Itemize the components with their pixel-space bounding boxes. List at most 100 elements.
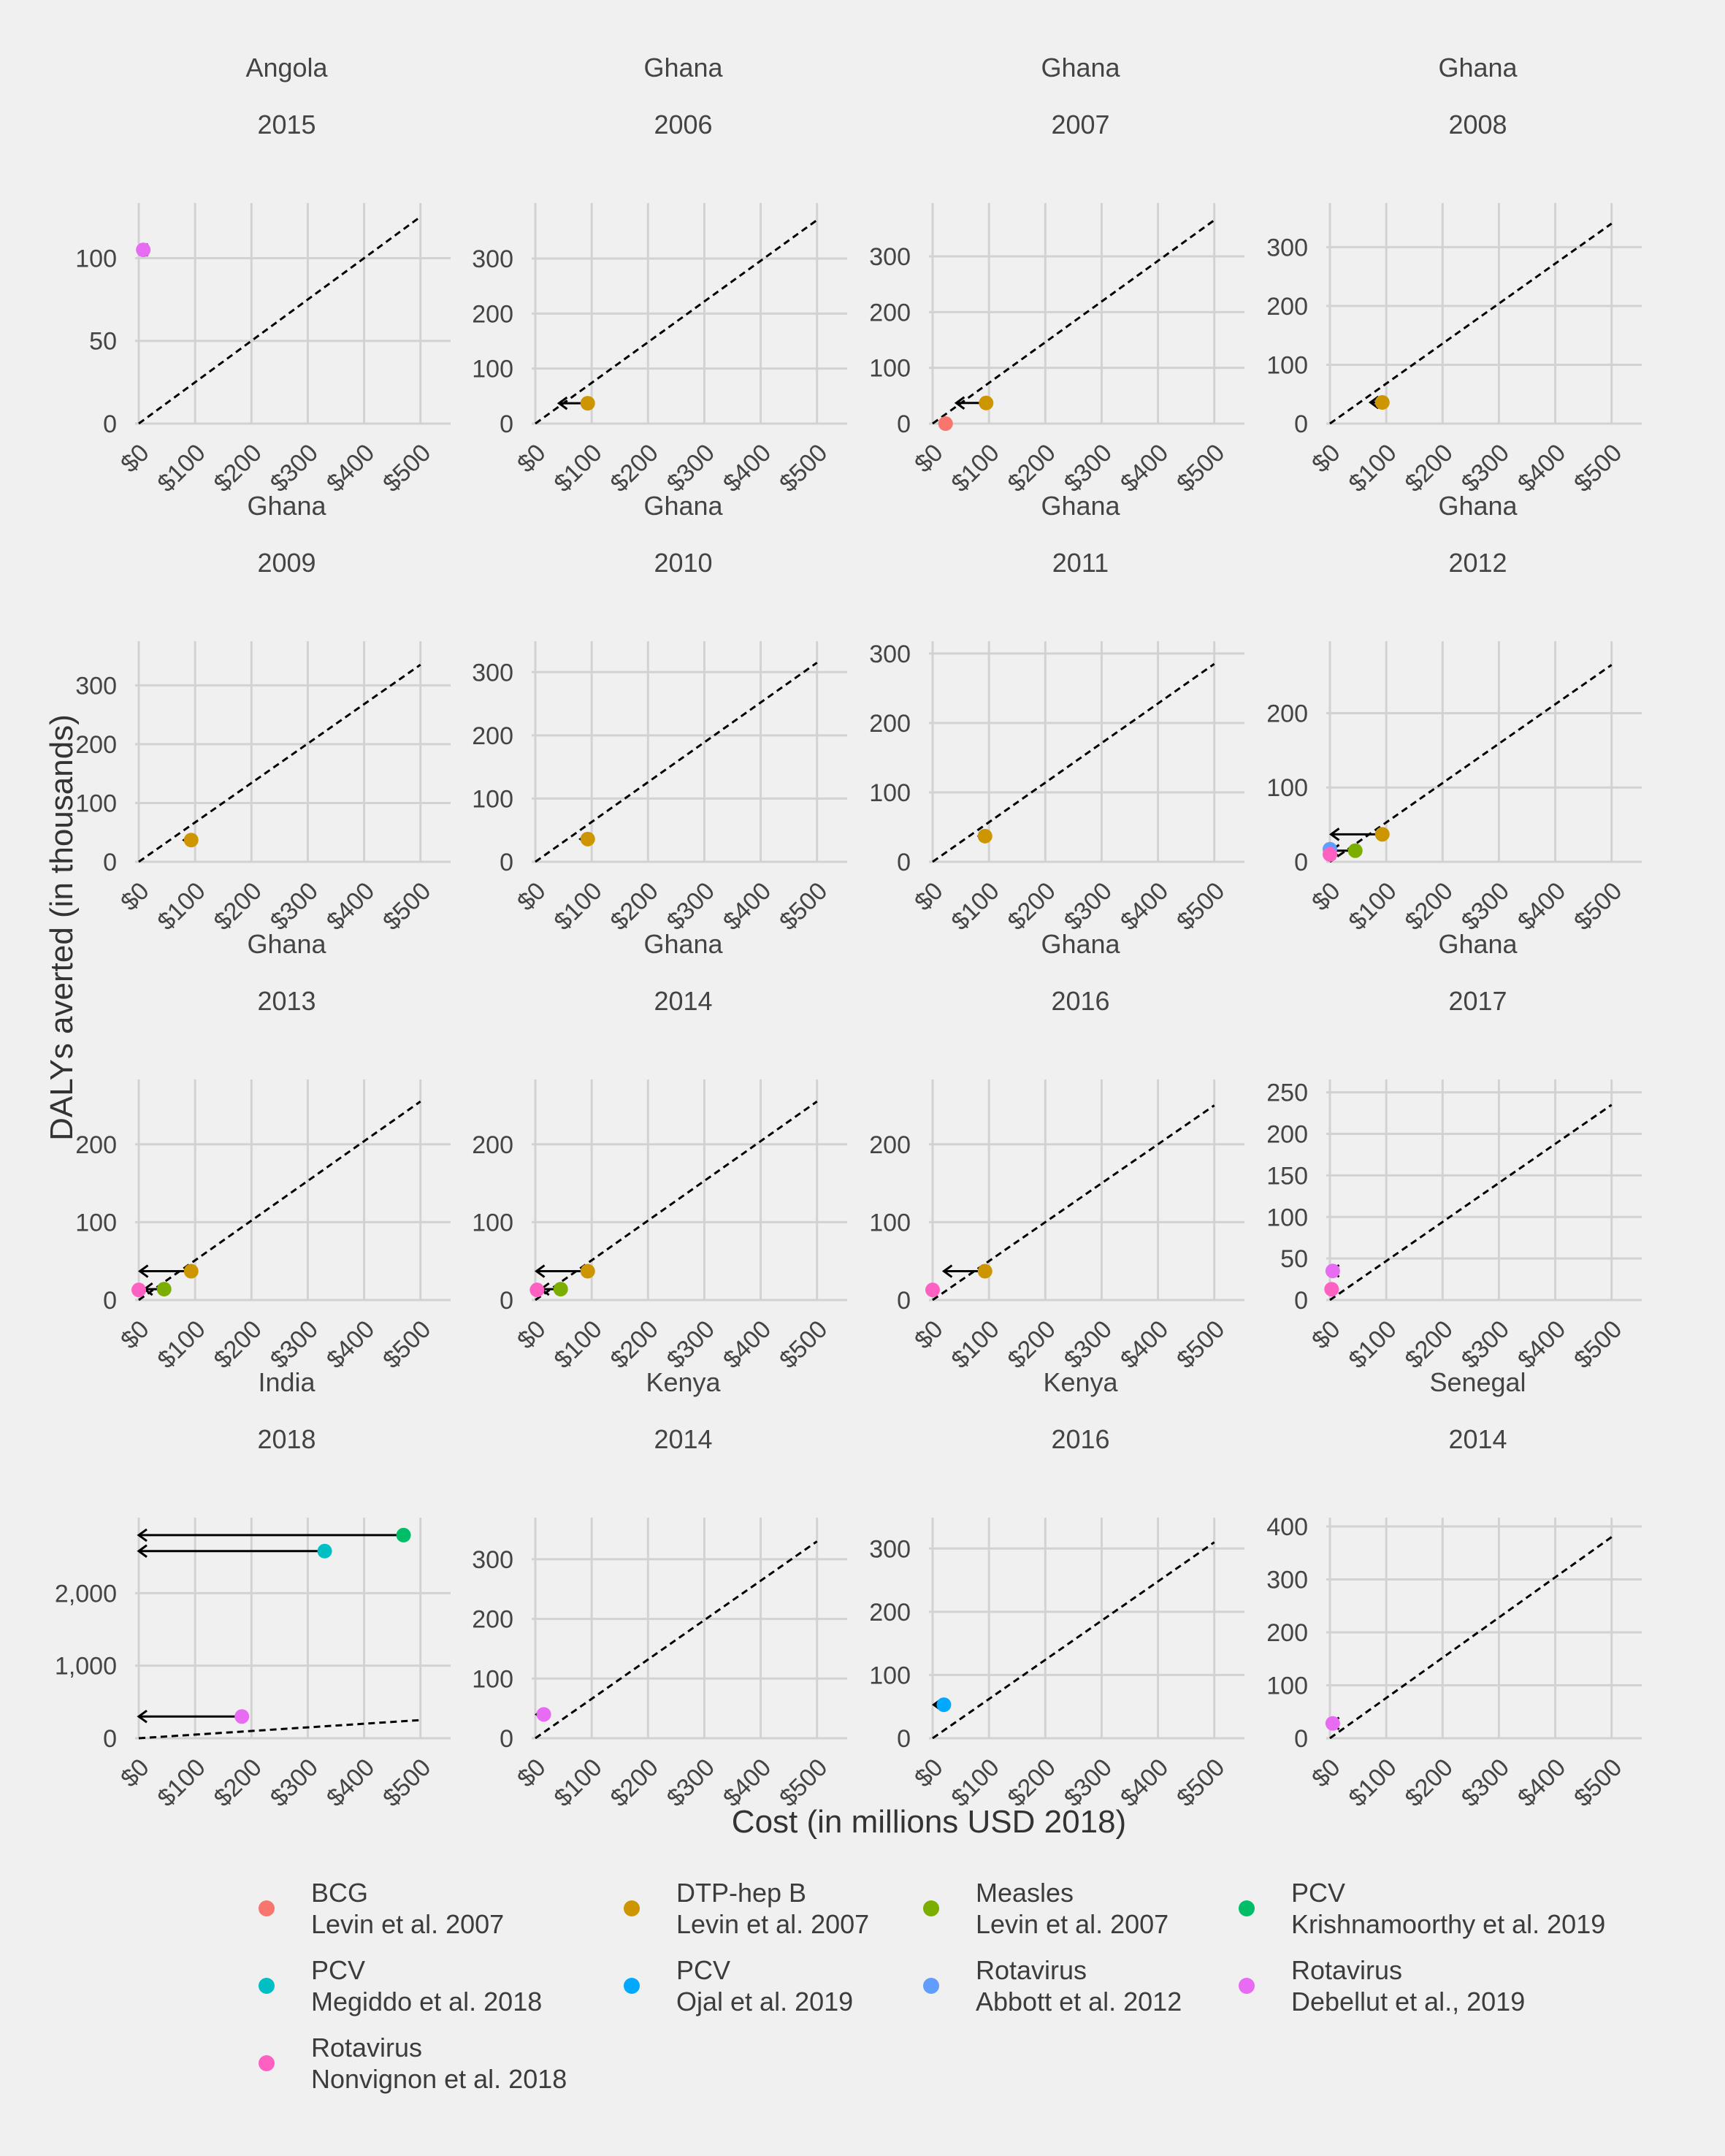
data-point bbox=[317, 1543, 332, 1559]
y-tick-label: 200 bbox=[1266, 700, 1308, 727]
legend: BCG Levin et al. 2007 DTP-hep B Levin et al… bbox=[248, 1877, 1694, 2111]
threshold-line bbox=[138, 1719, 421, 1740]
y-tick-label: 50 bbox=[89, 328, 117, 356]
x-tick-label: $200 bbox=[209, 439, 267, 497]
x-tick-label: $0 bbox=[1307, 877, 1346, 917]
legend-label: BCG Levin et al. 2007 bbox=[311, 1878, 505, 1939]
x-tick-label: $200 bbox=[209, 1754, 267, 1812]
facet-country-label: Ghana bbox=[643, 491, 723, 521]
legend-item: DTP-hep B Levin et al. 2007 bbox=[613, 1877, 971, 1943]
data-point bbox=[131, 1282, 146, 1298]
facet-year-label: 2018 bbox=[257, 1424, 316, 1454]
facet-country-label: Kenya bbox=[1043, 1367, 1118, 1397]
y-tick-label: 300 bbox=[869, 641, 911, 668]
y-tick-label: 200 bbox=[1266, 1121, 1308, 1149]
x-tick-label: $0 bbox=[909, 1754, 949, 1793]
facet-country-label: Ghana bbox=[247, 491, 326, 521]
legend-item: Rotavirus Debellut et al., 2019 bbox=[1228, 1954, 1586, 2020]
threshold-line bbox=[535, 1540, 818, 1740]
x-tick-label: $300 bbox=[265, 439, 324, 497]
x-tick-label: $0 bbox=[512, 877, 551, 917]
facet-panel: Ghana 2013 0 100 200 $0 $100 $200 $300 $400 $500 bbox=[75, 929, 451, 1374]
facet-year-label: 2008 bbox=[1448, 110, 1507, 139]
facet-panel: Ghana 2014 0 100 200 $0 $100 $200 $300 $400 $500 bbox=[472, 929, 847, 1374]
x-tick-label: $100 bbox=[1343, 1754, 1401, 1812]
legend-label: DTP-hep B Levin et al. 2007 bbox=[676, 1878, 870, 1939]
y-tick-label: 200 bbox=[1266, 293, 1308, 321]
data-point bbox=[580, 1264, 595, 1279]
data-point bbox=[156, 1282, 172, 1297]
y-tick-label: 100 bbox=[472, 785, 513, 813]
facet-panel: Ghana 2010 0 100 200 300 $0 $100 $200 $300 $400 $50… bbox=[472, 491, 847, 936]
x-tick-label: $300 bbox=[1456, 1754, 1515, 1812]
legend-item: BCG Levin et al. 2007 bbox=[248, 1877, 606, 1943]
facet-year-label: 2007 bbox=[1051, 110, 1110, 139]
y-tick-label: 200 bbox=[869, 1599, 911, 1626]
x-tick-label: $500 bbox=[1569, 439, 1627, 497]
y-tick-label: 200 bbox=[869, 710, 911, 738]
x-tick-label: $400 bbox=[718, 877, 776, 936]
facet-plot: 0 100 200 300 400 $0$100$200$300$400$500 bbox=[1266, 1513, 1642, 1812]
x-tick-label: $300 bbox=[265, 1754, 324, 1812]
x-tick-label: $400 bbox=[718, 1315, 776, 1374]
legend-swatch bbox=[923, 1900, 939, 1916]
data-point bbox=[977, 828, 992, 844]
x-tick-label: $400 bbox=[1115, 439, 1174, 497]
facet-year-label: 2010 bbox=[654, 548, 713, 578]
legend-item: Rotavirus Nonvignon et al. 2018 bbox=[248, 2032, 606, 2098]
legend-item: PCV Ojal et al. 2019 bbox=[613, 1954, 971, 2020]
y-tick-label: 100 bbox=[472, 1665, 513, 1693]
x-tick-label: $400 bbox=[1115, 877, 1174, 936]
x-tick-label: $200 bbox=[605, 1754, 664, 1812]
legend-label: Rotavirus Debellut et al., 2019 bbox=[1291, 1955, 1526, 2017]
facet-panel: Ghana 2017 0 50 100 150 200 250 $0 $100 $200 $300 $4… bbox=[1266, 929, 1642, 1374]
legend-swatch bbox=[923, 1978, 939, 1994]
y-tick-label: 0 bbox=[103, 849, 117, 876]
facet-year-label: 2016 bbox=[1051, 986, 1110, 1016]
y-tick-label: 300 bbox=[1266, 1567, 1308, 1594]
data-point bbox=[925, 1282, 940, 1298]
y-tick-label: 100 bbox=[472, 1209, 513, 1236]
x-tick-label: $0 bbox=[1307, 439, 1346, 478]
x-tick-label: $400 bbox=[1512, 877, 1571, 936]
x-tick-label: $500 bbox=[1569, 1754, 1627, 1812]
x-tick-label: $300 bbox=[265, 1315, 324, 1374]
arrow-head bbox=[1328, 827, 1340, 841]
facet-year-label: 2014 bbox=[654, 986, 713, 1016]
x-tick-label: $400 bbox=[1512, 1754, 1571, 1812]
y-tick-label: 200 bbox=[472, 1606, 513, 1634]
y-tick-label: 300 bbox=[75, 672, 117, 700]
legend-swatch bbox=[1239, 1900, 1255, 1916]
y-tick-label: 100 bbox=[1266, 351, 1308, 379]
facet-country-label: Ghana bbox=[1438, 53, 1518, 83]
facet-country-label: Ghana bbox=[247, 929, 326, 959]
x-tick-label: $400 bbox=[1512, 1315, 1571, 1374]
x-tick-label: $200 bbox=[1400, 1754, 1458, 1812]
data-point bbox=[580, 396, 595, 411]
y-tick-label: 100 bbox=[1266, 774, 1308, 802]
x-tick-label: $0 bbox=[1307, 1754, 1346, 1793]
facet-panel: Ghana 2016 0 100 200 $0 $100 $200 $300 $400 $500 bbox=[869, 929, 1244, 1374]
y-tick-label: 250 bbox=[1266, 1079, 1308, 1107]
data-point bbox=[136, 242, 151, 258]
arrow-head bbox=[1368, 395, 1380, 410]
x-tick-label: $0 bbox=[909, 439, 949, 478]
legend-label: Rotavirus Abbott et al. 2012 bbox=[976, 1955, 1182, 2017]
facet-panel: Kenya 2016 0 100 200 300 $0 $100 $200 $300 $400 $50… bbox=[869, 1367, 1244, 1812]
y-tick-label: 0 bbox=[500, 1725, 513, 1753]
x-tick-label: $300 bbox=[1059, 877, 1117, 936]
y-tick-label: 0 bbox=[897, 849, 911, 876]
x-tick-label: $300 bbox=[1059, 439, 1117, 497]
facet-panel: Kenya 2014 0 100 200 300 $0 $100 $200 $300 $400 $50… bbox=[472, 1367, 847, 1812]
facet-panel: Ghana 2012 0 100 200 $0 $100 $200 $300 $400 $500 bbox=[1266, 491, 1642, 936]
y-tick-label: 100 bbox=[1266, 1204, 1308, 1231]
y-axis-title: DALYs averted (in thousands) bbox=[44, 714, 80, 1141]
x-tick-label: $100 bbox=[152, 877, 210, 936]
x-tick-label: $200 bbox=[1003, 439, 1061, 497]
